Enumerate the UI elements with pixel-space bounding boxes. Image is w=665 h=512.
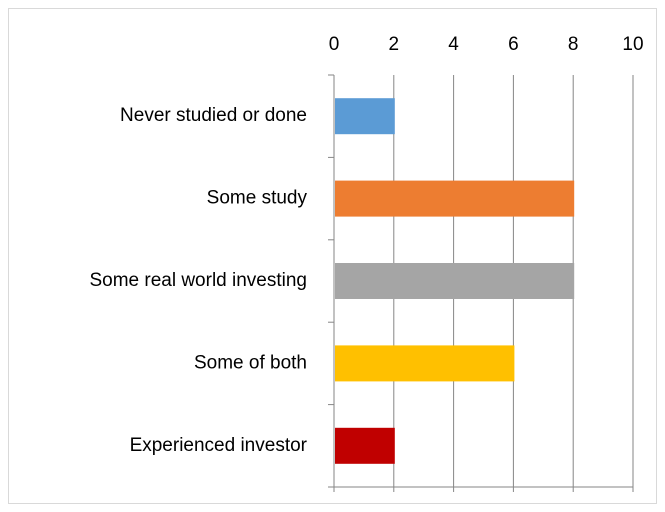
y-tick-label: Never studied or done	[120, 105, 307, 126]
x-tick-label: 2	[389, 34, 400, 55]
bar	[335, 263, 575, 299]
chart-frame	[8, 8, 657, 504]
bar	[335, 427, 395, 464]
x-tick-label: 6	[508, 34, 519, 55]
y-tick-label: Some study	[207, 188, 308, 209]
x-tick-label: 10	[622, 34, 643, 55]
y-tick-label: Experienced investor	[130, 435, 308, 456]
y-tick-label: Some of both	[194, 352, 307, 373]
y-tick-label: Some real world investing	[89, 270, 307, 291]
bar	[335, 98, 395, 135]
bar	[335, 180, 575, 217]
x-tick-label: 4	[448, 34, 459, 55]
x-tick-label: 0	[329, 34, 340, 55]
bar	[335, 345, 515, 382]
x-tick-label: 8	[568, 34, 579, 55]
